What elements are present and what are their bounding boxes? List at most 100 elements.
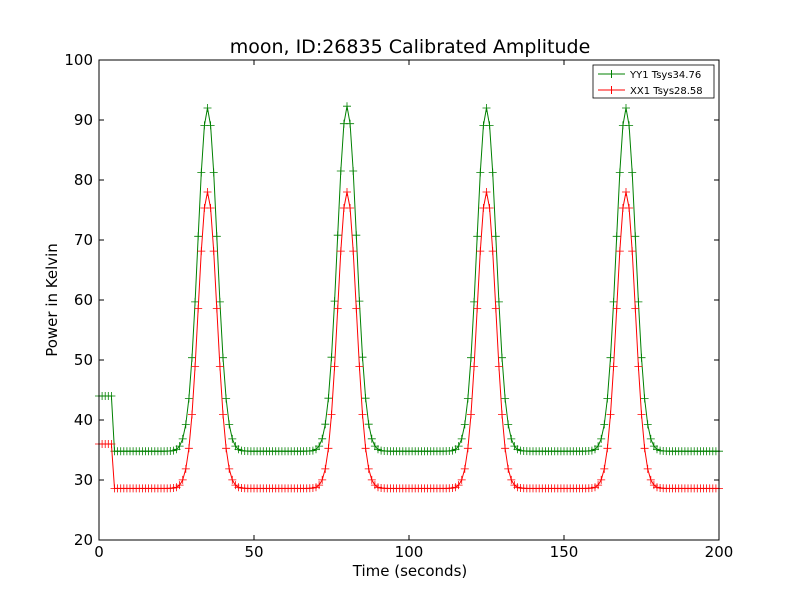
data-point [640,444,649,453]
data-point [327,410,336,419]
data-point [467,410,475,419]
data-point [321,420,330,429]
data-point [640,394,649,403]
x-tick-label: 100 [395,543,424,561]
data-point [184,444,193,453]
data-point [374,483,382,492]
data-point [343,102,351,111]
data-point [367,434,376,443]
y-tick-label: 50 [74,351,93,369]
data-point [634,297,643,306]
data-point [653,483,661,492]
data-point [637,353,646,362]
data-point [451,483,460,492]
data-point [355,297,364,306]
data-point [333,304,342,313]
data-point [349,167,358,175]
data-point [327,353,336,362]
data-point [333,231,342,240]
data-point [615,168,624,177]
data-point [318,475,327,484]
data-point [501,394,510,403]
data-point [364,420,373,429]
data-point [587,484,596,492]
y-axis-label: Power in Kelvin [43,243,61,357]
data-point [312,445,320,454]
data-point [488,247,497,256]
data-point [206,204,215,212]
data-point [491,232,500,241]
y-tick-label: 80 [74,171,93,189]
data-point [600,420,609,429]
data-point [473,304,482,313]
data-point [448,484,457,492]
x-tick-label: 200 [705,543,734,561]
data-point [361,394,370,403]
data-point [370,442,379,451]
data-point [367,475,376,484]
plot-area [95,102,723,493]
data-point [448,446,457,455]
data-point [606,410,615,419]
legend-label-yy1: YY1 Tsys34.76 [629,70,701,81]
data-point [178,475,187,484]
data-point [336,247,345,256]
x-axis-label: Time (seconds) [352,562,468,580]
data-point [457,475,466,484]
data-point [225,464,234,473]
data-point [181,464,190,473]
data-point [646,475,655,484]
data-point [178,434,187,443]
data-point [352,231,361,240]
data-point [591,483,599,492]
data-point [175,442,184,451]
y-tick-label: 40 [74,411,93,429]
data-point [507,475,516,484]
data-point [612,304,621,313]
data-point [494,297,503,306]
data-point [637,410,646,419]
data-point [370,481,379,490]
data-point [591,445,599,454]
data-point [454,481,463,490]
data-point [622,188,630,196]
y-tick-label: 60 [74,291,93,309]
data-point [184,394,193,403]
data-point [643,420,652,429]
data-point [194,232,203,241]
data-point [653,445,661,454]
data-point [361,444,370,453]
data-point [600,464,609,473]
legend-box [592,64,715,99]
data-point [467,353,475,362]
data-point [513,483,522,492]
data-point [215,297,224,306]
chart-title: moon, ID:26835 Calibrated Amplitude [230,36,591,58]
data-point [510,442,519,451]
data-point [175,481,184,490]
data-point [231,442,240,451]
data-point [364,464,373,473]
data-point [188,410,196,419]
data-point [488,168,497,177]
data-point [315,442,324,451]
data-point [603,444,612,453]
data-point [212,304,221,313]
data-point [206,121,215,130]
data-point [219,410,227,419]
data-point [625,121,634,130]
data-point [346,204,355,212]
y-tick-label: 100 [64,51,93,69]
data-point [634,362,643,371]
data-point [308,446,317,455]
data-point [172,445,181,454]
data-point [219,353,227,362]
data-point [234,445,243,454]
data-point [631,304,640,313]
axis-ticks: 0 50 100 150 200 20 30 40 50 60 70 80 90 100 [64,51,733,561]
x-tick-label: 150 [550,543,579,561]
data-point [215,362,224,371]
data-point [358,410,367,419]
data-point [231,481,240,490]
